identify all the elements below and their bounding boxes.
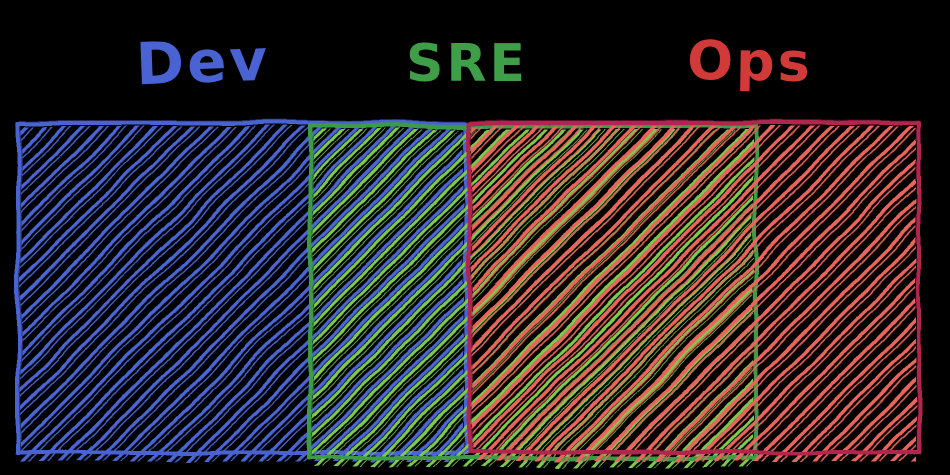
- label-sre: SRE: [405, 34, 529, 94]
- ops-rectangle-border: [467, 121, 921, 454]
- ops-rectangle-border-sketch: [470, 120, 919, 454]
- ops-hatch-fill: [472, 126, 916, 461]
- label-ops: Ops: [686, 28, 814, 95]
- label-dev: Dev: [134, 25, 272, 99]
